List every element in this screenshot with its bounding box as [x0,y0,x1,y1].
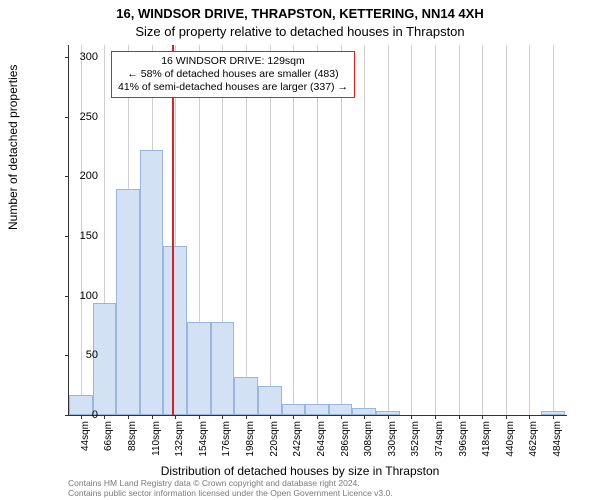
gridline-vertical [270,45,271,415]
chart-title-subtitle: Size of property relative to detached ho… [0,24,600,39]
annotation-line3: 41% of semi-detached houses are larger (… [118,81,348,94]
y-tick-label: 250 [70,111,98,123]
y-tick-mark [65,236,69,237]
annotation-line1: 16 WINDSOR DRIVE: 129sqm [118,55,348,68]
x-tick-mark [435,415,436,419]
x-tick-mark [293,415,294,419]
x-tick-mark [459,415,460,419]
x-tick-label: 374sqm [434,421,445,465]
histogram-bar [163,246,187,415]
x-tick-label: 462sqm [528,421,539,465]
x-tick-mark [317,415,318,419]
marker-line [172,45,174,415]
gridline-vertical [482,45,483,415]
x-tick-mark [152,415,153,419]
histogram-bar [258,386,282,415]
annotation-line2: ← 58% of detached houses are smaller (48… [118,68,348,81]
x-tick-label: 308sqm [363,421,374,465]
x-tick-mark [388,415,389,419]
histogram-bar [305,404,329,415]
gridline-vertical [529,45,530,415]
y-tick-label: 300 [70,51,98,63]
x-tick-label: 352sqm [410,421,421,465]
y-tick-mark [65,176,69,177]
y-tick-label: 50 [70,349,98,361]
x-tick-mark [199,415,200,419]
histogram-bar [211,322,235,415]
y-tick-mark [65,57,69,58]
chart-title-address: 16, WINDSOR DRIVE, THRAPSTON, KETTERING,… [0,6,600,21]
footer-attribution: Contains HM Land Registry data © Crown c… [68,479,393,498]
x-tick-label: 242sqm [292,421,303,465]
gridline-vertical [364,45,365,415]
y-tick-label: 200 [70,170,98,182]
x-tick-label: 132sqm [174,421,185,465]
x-tick-label: 286sqm [340,421,351,465]
y-tick-label: 100 [70,290,98,302]
gridline-vertical [246,45,247,415]
y-tick-mark [65,117,69,118]
gridline-vertical [435,45,436,415]
x-tick-mark [104,415,105,419]
annotation-box: 16 WINDSOR DRIVE: 129sqm ← 58% of detach… [111,51,355,98]
x-tick-mark [246,415,247,419]
histogram-bar [116,189,140,415]
x-tick-label: 418sqm [481,421,492,465]
x-tick-mark [175,415,176,419]
y-tick-label: 150 [70,230,98,242]
histogram-bar [376,411,400,415]
footer-line2: Contains public sector information licen… [68,489,393,498]
x-tick-label: 176sqm [221,421,232,465]
histogram-bar [541,411,565,415]
gridline-vertical [317,45,318,415]
x-tick-mark [341,415,342,419]
y-axis-label: Number of detached properties [6,65,20,230]
y-tick-mark [65,296,69,297]
x-tick-label: 88sqm [127,421,138,465]
x-tick-mark [364,415,365,419]
histogram-bar [352,408,376,415]
histogram-bar [234,377,258,415]
x-tick-mark [506,415,507,419]
histogram-bar [187,322,211,415]
x-tick-label: 484sqm [552,421,563,465]
chart-container: 16, WINDSOR DRIVE, THRAPSTON, KETTERING,… [0,0,600,500]
y-tick-label: 0 [70,409,98,421]
x-tick-label: 110sqm [151,421,162,465]
x-axis-label: Distribution of detached houses by size … [0,464,600,478]
x-tick-label: 396sqm [458,421,469,465]
gridline-vertical [459,45,460,415]
y-tick-mark [65,355,69,356]
x-tick-label: 44sqm [80,421,91,465]
x-tick-label: 330sqm [387,421,398,465]
gridline-vertical [293,45,294,415]
x-tick-label: 220sqm [269,421,280,465]
gridline-vertical [341,45,342,415]
y-tick-mark [65,415,69,416]
x-tick-mark [553,415,554,419]
x-tick-mark [128,415,129,419]
gridline-vertical [506,45,507,415]
x-tick-mark [411,415,412,419]
x-tick-mark [529,415,530,419]
gridline-vertical [388,45,389,415]
histogram-bar [140,150,164,415]
x-tick-label: 198sqm [245,421,256,465]
plot-area: 16 WINDSOR DRIVE: 129sqm ← 58% of detach… [68,45,567,416]
histogram-bar [282,404,306,415]
gridline-vertical [411,45,412,415]
x-tick-mark [222,415,223,419]
x-tick-label: 66sqm [103,421,114,465]
x-tick-label: 440sqm [505,421,516,465]
x-tick-label: 264sqm [316,421,327,465]
x-tick-mark [482,415,483,419]
gridline-vertical [553,45,554,415]
x-tick-label: 154sqm [198,421,209,465]
x-tick-mark [270,415,271,419]
histogram-bar [329,404,353,415]
